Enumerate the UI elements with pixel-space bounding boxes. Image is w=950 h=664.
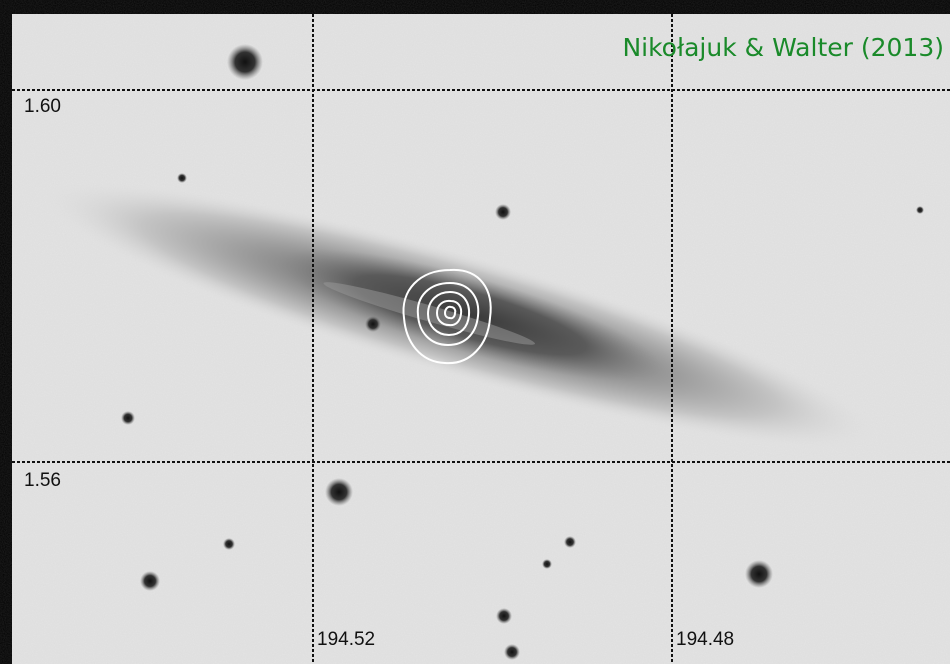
star — [223, 538, 235, 550]
ra-label: 194.52 — [317, 629, 375, 650]
contour — [402, 268, 492, 365]
stars — [121, 44, 924, 660]
star — [227, 44, 263, 80]
star — [177, 173, 187, 183]
dust-lane — [323, 282, 535, 345]
contour — [426, 290, 471, 337]
ra-label: 194.48 — [676, 629, 734, 650]
star — [916, 206, 924, 214]
contour — [443, 305, 457, 320]
star — [365, 316, 381, 332]
galaxy-core — [277, 248, 663, 382]
contour — [416, 281, 480, 347]
contour — [435, 299, 463, 327]
star — [542, 559, 552, 569]
star — [325, 478, 353, 506]
contours — [402, 268, 492, 365]
star — [495, 204, 511, 220]
star — [140, 571, 160, 591]
citation: Nikołajuk & Walter (2013) — [622, 33, 944, 62]
dec-label: 1.60 — [24, 96, 61, 117]
coordinate-grid — [12, 14, 950, 664]
dec-label: 1.56 — [24, 470, 61, 491]
star — [496, 608, 512, 624]
star — [745, 560, 773, 588]
star — [504, 644, 520, 660]
star — [564, 536, 576, 548]
star — [121, 411, 135, 425]
